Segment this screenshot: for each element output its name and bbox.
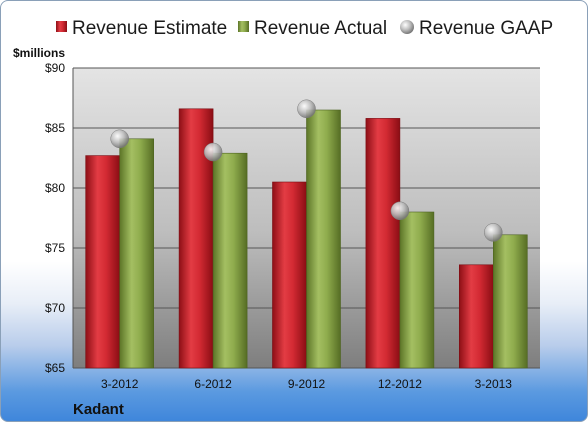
x-tick-label: 3-2013	[475, 377, 513, 391]
legend-swatch-actual	[238, 21, 249, 32]
marker-revenue-gaap	[390, 201, 410, 221]
bar-revenue-actual	[212, 152, 248, 369]
y-tick-label: $70	[45, 301, 65, 315]
y-tick-label: $85	[45, 121, 65, 135]
company-name: Kadant	[73, 401, 124, 418]
bar-revenue-actual	[492, 234, 528, 369]
legend: Revenue Estimate Revenue Actual Revenue …	[56, 18, 553, 39]
x-axis-ticks: 3-2012 6-2012 9-2012 12-2012 3-2013	[101, 377, 512, 391]
y-tick-label: $80	[45, 181, 65, 195]
legend-swatch-gaap	[400, 20, 414, 34]
bar-revenue-estimate	[365, 118, 401, 369]
y-tick-label: $65	[45, 361, 65, 375]
marker-revenue-gaap	[297, 99, 316, 119]
x-tick-label: 3-2012	[101, 377, 139, 391]
y-axis-unit-label: $millions	[13, 46, 65, 60]
marker-revenue-gaap	[484, 223, 503, 242]
bar-revenue-estimate	[85, 155, 120, 369]
y-tick-label: $75	[45, 241, 65, 255]
x-tick-label: 6-2012	[194, 377, 232, 391]
legend-swatch-estimate	[56, 21, 67, 32]
marker-revenue-gaap	[203, 142, 223, 162]
bar-revenue-actual	[119, 138, 154, 369]
bar-revenue-estimate	[458, 264, 494, 369]
y-axis-ticks: $65 $70 $75 $80 $85 $90	[45, 61, 65, 375]
bars	[85, 108, 528, 369]
legend-label-gaap: Revenue GAAP	[419, 18, 553, 39]
bar-revenue-estimate	[272, 181, 307, 369]
legend-label-actual: Revenue Actual	[254, 18, 387, 39]
legend-label-estimate: Revenue Estimate	[72, 18, 227, 39]
bar-revenue-actual	[306, 109, 341, 369]
x-tick-label: 9-2012	[288, 377, 326, 391]
marker-revenue-gaap	[110, 129, 129, 149]
y-tick-label: $90	[45, 61, 65, 75]
bar-revenue-actual	[399, 211, 435, 369]
x-tick-label: 12-2012	[378, 377, 422, 391]
gaap-markers	[110, 99, 503, 242]
